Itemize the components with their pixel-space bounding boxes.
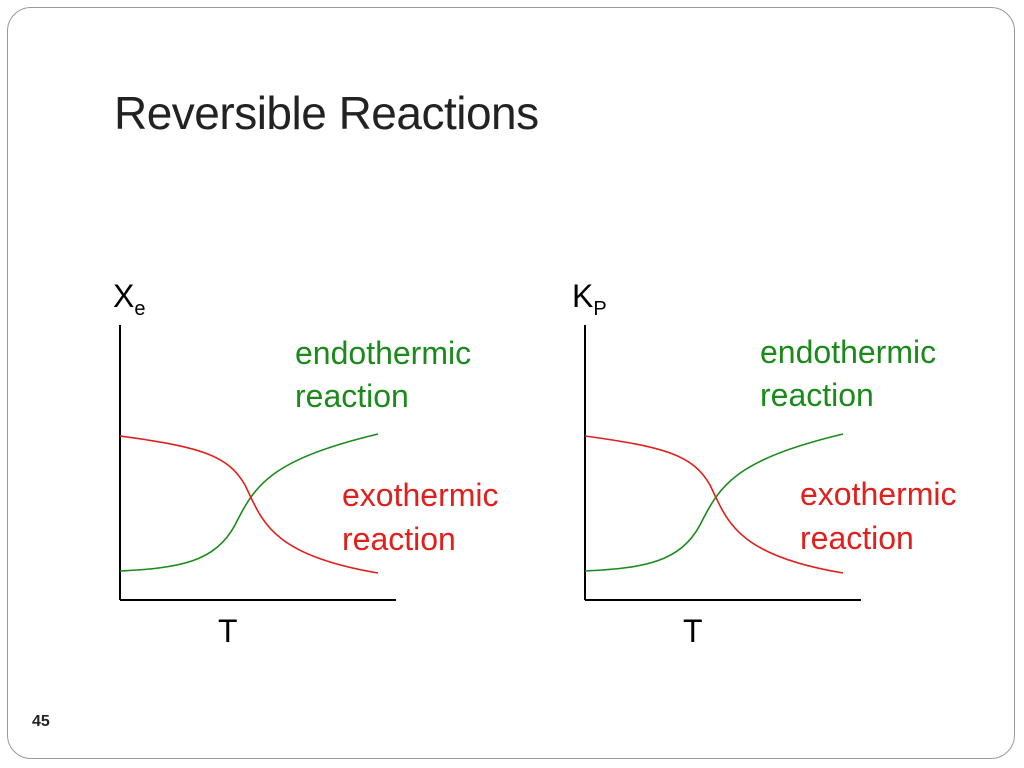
- y-axis-label: KP: [572, 278, 607, 320]
- page-number: 45: [32, 713, 50, 730]
- endothermic-curve: [119, 433, 379, 572]
- diagram-panel-left: Xe T endothermic reaction exothermic rea…: [113, 278, 507, 649]
- exothermic-curve: [584, 435, 844, 574]
- endothermic-label: endothermic reaction: [760, 334, 945, 413]
- endothermic-label: endothermic reaction: [295, 335, 480, 414]
- exothermic-label: exothermic reaction: [800, 476, 965, 556]
- endothermic-label-line2: reaction: [295, 378, 409, 414]
- exothermic-label-line2: reaction: [800, 520, 914, 556]
- exothermic-label-line1: exothermic: [342, 477, 499, 513]
- slide-frame: [7, 7, 1015, 759]
- x-axis-label: T: [683, 613, 703, 649]
- y-axis-label: Xe: [113, 278, 145, 320]
- exothermic-label-line2: reaction: [342, 521, 456, 557]
- endothermic-label-line1: endothermic: [295, 335, 471, 371]
- y-axis-label-main: K: [572, 278, 593, 314]
- endothermic-label-line1: endothermic: [760, 334, 936, 370]
- exothermic-curve: [119, 435, 379, 574]
- endothermic-label-line2: reaction: [760, 377, 874, 413]
- y-axis-label-sub: e: [134, 298, 145, 320]
- endothermic-curve: [584, 433, 844, 572]
- x-axis-label: T: [218, 613, 238, 649]
- y-axis-label-main: X: [113, 278, 134, 314]
- exothermic-label-line1: exothermic: [800, 476, 957, 512]
- exothermic-label: exothermic reaction: [342, 477, 507, 557]
- slide-title: Reversible Reactions: [114, 87, 539, 139]
- diagram-panel-right: KP T endothermic reaction exothermic rea…: [572, 278, 965, 649]
- y-axis-label-sub: P: [593, 298, 606, 320]
